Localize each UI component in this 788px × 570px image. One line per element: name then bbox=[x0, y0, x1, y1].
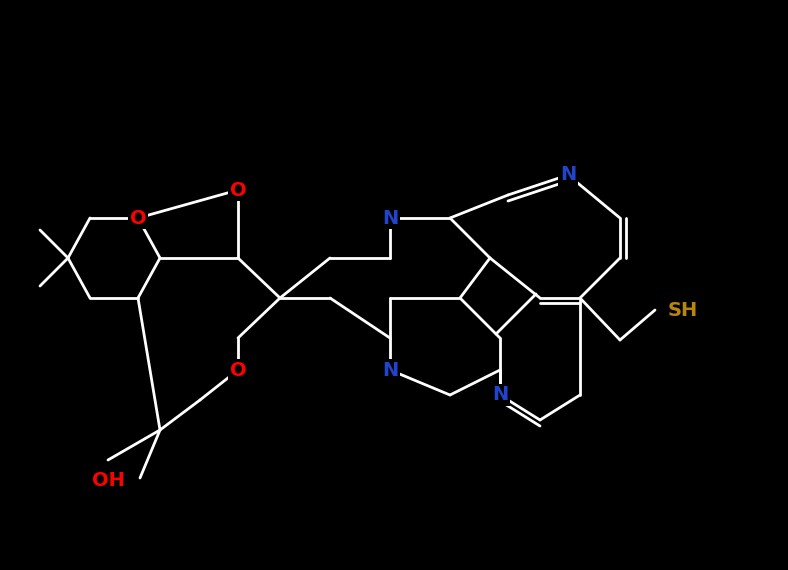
Text: N: N bbox=[492, 385, 508, 405]
Text: SH: SH bbox=[668, 300, 698, 320]
Text: OH: OH bbox=[91, 470, 125, 490]
Text: O: O bbox=[229, 360, 247, 380]
Text: N: N bbox=[560, 165, 576, 185]
Text: O: O bbox=[229, 181, 247, 199]
Text: N: N bbox=[382, 360, 398, 380]
Text: N: N bbox=[382, 209, 398, 227]
Text: O: O bbox=[130, 209, 147, 227]
